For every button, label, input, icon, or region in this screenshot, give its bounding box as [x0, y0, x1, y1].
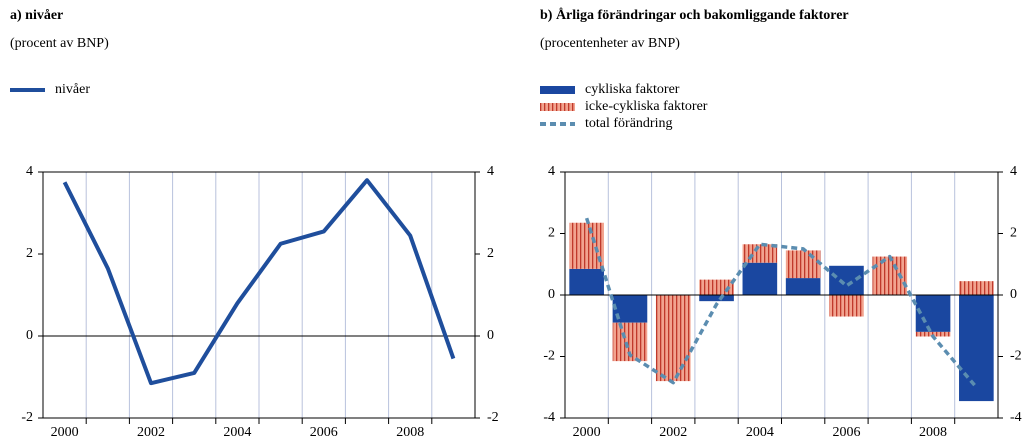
x-tick-label: 2006	[832, 425, 860, 440]
figure: a) nivåer (procent av BNP) nivåer -2 0 2 4 -2 0 2…	[0, 0, 1030, 441]
y-tick-label: 0	[548, 287, 555, 302]
x-tick-label: 2004	[223, 425, 251, 440]
y-tick-label: 4	[548, 164, 555, 179]
x-tick-label: 2008	[919, 425, 947, 440]
y-tick-label: 0	[26, 328, 33, 343]
y-tick-label: -2	[543, 349, 555, 364]
y2-tick-label: 2	[1010, 226, 1017, 241]
y2-tick-label: -2	[487, 410, 499, 425]
bar	[829, 266, 864, 295]
chart-subtitle: (procent av BNP)	[10, 36, 109, 51]
y-tick-label: 2	[548, 226, 555, 241]
y2-tick-label: -4	[1010, 410, 1022, 425]
y-tick-label: 2	[26, 246, 33, 261]
bar	[743, 263, 778, 295]
y2-tick-label: -2	[1010, 349, 1022, 364]
bar	[569, 269, 604, 295]
chart-subtitle: (procentenheter av BNP)	[540, 36, 680, 51]
bar	[959, 295, 994, 401]
x-tick-label: 2002	[137, 425, 165, 440]
legend-label: icke-cykliska faktorer	[585, 99, 708, 114]
x-tick-label: 2000	[51, 425, 79, 440]
chart-title: b) Årliga förändringar och bakomliggande…	[540, 7, 849, 23]
x-tick-label: 2000	[573, 425, 601, 440]
x-tick-label: 2004	[746, 425, 774, 440]
bar	[829, 295, 864, 317]
x-tick-label: 2008	[396, 425, 424, 440]
y2-tick-label: 2	[487, 246, 494, 261]
legend-swatch	[540, 86, 575, 94]
y-tick-label: 4	[26, 164, 33, 179]
legend-label: nivåer	[55, 82, 90, 97]
legend-label: cykliska faktorer	[585, 82, 680, 97]
y-tick-label: -2	[21, 410, 33, 425]
bar	[699, 295, 734, 301]
bar	[786, 278, 821, 295]
y2-tick-label: 0	[1010, 287, 1017, 302]
legend-swatch	[540, 103, 575, 111]
bar	[786, 250, 821, 278]
y2-tick-label: 4	[1010, 164, 1017, 179]
legend-label: total förändring	[585, 116, 672, 131]
x-tick-label: 2006	[310, 425, 338, 440]
x-tick-label: 2002	[659, 425, 687, 440]
y2-tick-label: 4	[487, 164, 494, 179]
y-tick-label: -4	[543, 410, 555, 425]
bar	[959, 281, 994, 295]
bar	[656, 295, 691, 381]
chart-title: a) nivåer	[10, 8, 63, 23]
y2-tick-label: 0	[487, 328, 494, 343]
